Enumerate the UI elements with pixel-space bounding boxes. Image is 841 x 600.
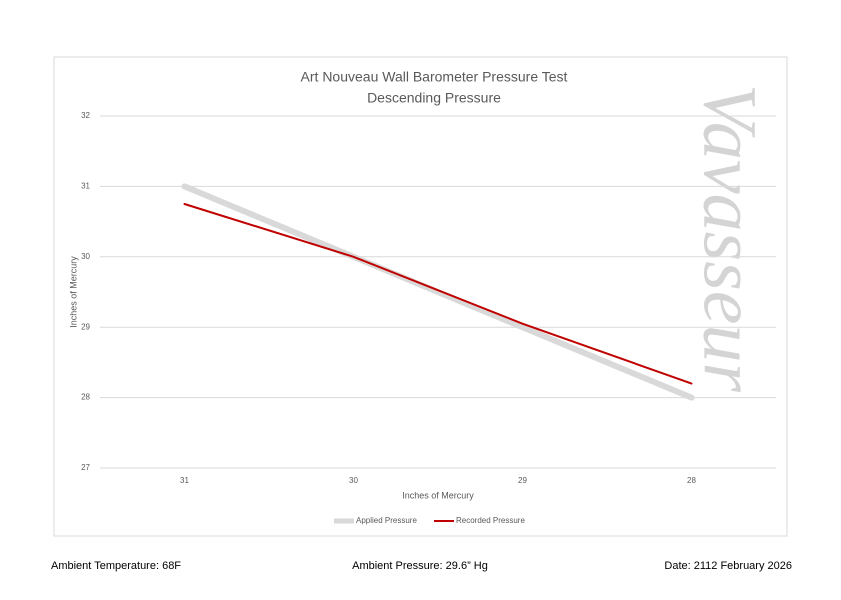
y-tick-label: 31	[81, 182, 90, 191]
y-tick-label: 27	[81, 463, 90, 472]
x-tick-label: 28	[687, 476, 696, 485]
x-tick-label: 30	[349, 476, 358, 485]
y-tick-label: 32	[81, 111, 90, 120]
legend-label: Recorded Pressure	[456, 516, 525, 525]
chart-subtitle: Descending Pressure	[367, 90, 501, 106]
footer-pressure: Ambient Pressure: 29.6” Hg	[352, 560, 488, 572]
y-axis-label: Inches of Mercury	[68, 256, 78, 328]
chart-frame	[53, 56, 788, 537]
x-tick-label: 31	[180, 476, 189, 485]
footer-date: Date: 2112 February 2026	[664, 560, 792, 572]
chart-title: Art Nouveau Wall Barometer Pressure Test	[301, 69, 568, 85]
footer-temperature: Ambient Temperature: 68F	[51, 560, 181, 572]
y-tick-label: 30	[81, 252, 90, 261]
y-tick-label: 28	[81, 393, 90, 402]
x-tick-label: 29	[518, 476, 527, 485]
legend-label: Applied Pressure	[356, 516, 417, 525]
y-tick-label: 29	[81, 322, 90, 331]
x-axis-label: Inches of Mercury	[402, 490, 474, 500]
watermark: Vavasseur	[688, 84, 772, 393]
series-line	[181, 183, 695, 401]
series-line	[183, 203, 693, 385]
